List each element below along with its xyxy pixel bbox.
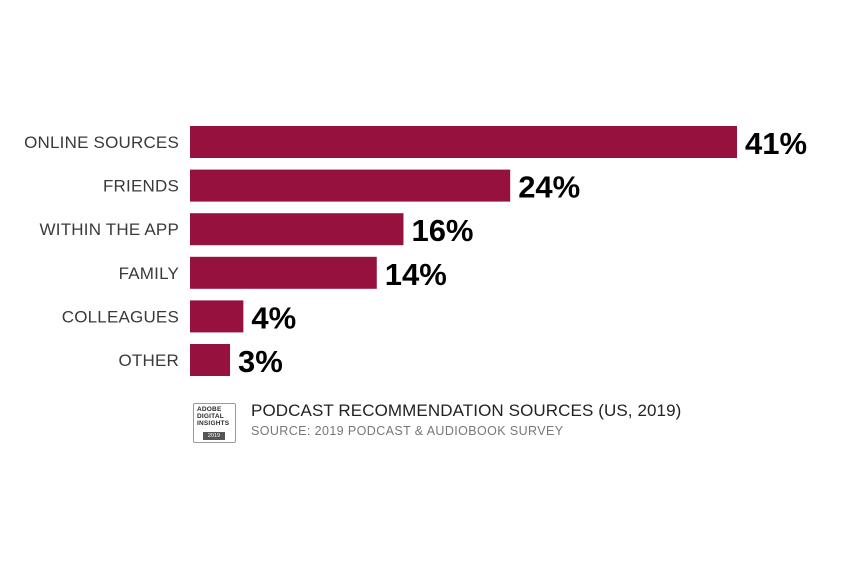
bar [190, 256, 377, 289]
value-label: 4% [251, 300, 296, 335]
category-label: FAMILY [119, 264, 179, 283]
bar-chart: ONLINE SOURCES 41% FRIENDS 24% WITHIN THE AP… [24, 126, 807, 379]
category-label: FRIENDS [103, 177, 179, 196]
chart-source: SOURCE: 2019 PODCAST & AUDIOBOOK SURVEY [251, 424, 564, 438]
category-label: COLLEAGUES [62, 307, 179, 326]
logo-year: 2019 [203, 432, 225, 440]
category-label: ONLINE SOURCES [24, 133, 179, 152]
bar [190, 344, 231, 376]
category-label: OTHER [119, 351, 180, 370]
logo-line-2: DIGITAL [197, 413, 224, 420]
category-label: WITHIN THE APP [40, 220, 179, 239]
bar [190, 169, 511, 202]
bar [190, 300, 244, 333]
logo-line-3: INSIGHTS [197, 420, 230, 427]
chart-title: PODCAST RECOMMENDATION SOURCES (US, 2019… [251, 401, 682, 420]
adobe-digital-insights-logo: ADOBE DIGITAL INSIGHTS 2019 [193, 403, 236, 443]
value-label: 24% [518, 170, 580, 205]
value-label: 16% [411, 213, 473, 248]
bar [190, 126, 737, 158]
value-label: 41% [745, 126, 807, 161]
value-label: 14% [385, 257, 447, 292]
bar [190, 213, 404, 246]
footer-text: PODCAST RECOMMENDATION SOURCES (US, 2019… [251, 400, 681, 440]
logo-line-1: ADOBE [197, 406, 222, 413]
value-label: 3% [238, 344, 283, 379]
